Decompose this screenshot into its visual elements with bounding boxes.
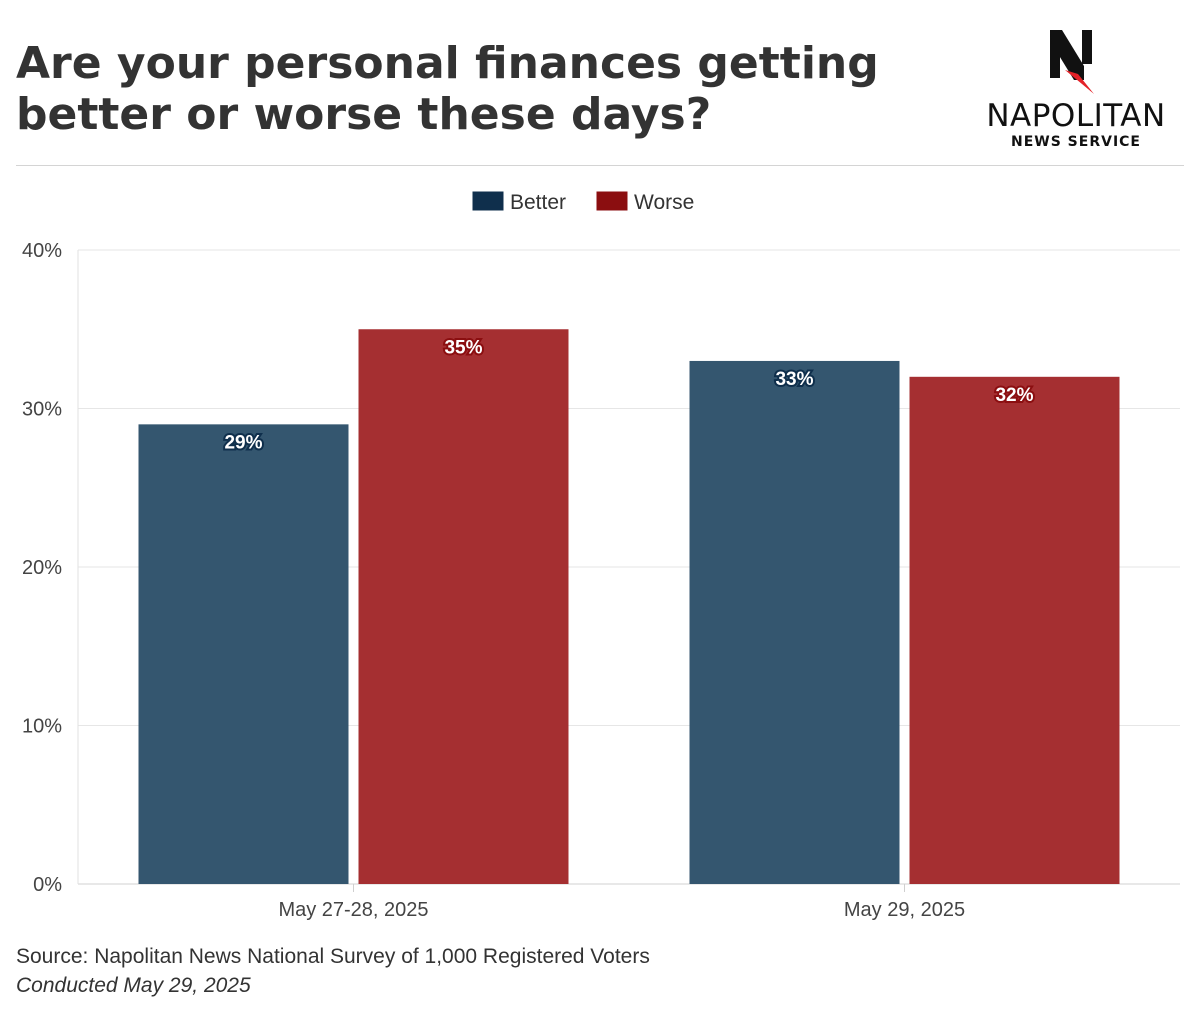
logo-mark-icon xyxy=(1050,30,1094,94)
legend-label-better: Better xyxy=(510,191,566,214)
title-divider xyxy=(16,165,1184,166)
y-tick-label: 20% xyxy=(22,557,62,579)
bar-better xyxy=(689,360,900,884)
data-label: 33% xyxy=(775,369,813,390)
data-label: 32% xyxy=(995,385,1033,406)
conducted-note: Conducted May 29, 2025 xyxy=(16,974,251,997)
chart-title: Are your personal finances getting bette… xyxy=(16,38,879,140)
bar-worse xyxy=(909,376,1120,884)
y-tick-label: 30% xyxy=(22,399,62,421)
legend-swatch-worse xyxy=(595,190,629,212)
bar-worse xyxy=(358,329,569,884)
bar-chart: 0% 10% 20% 30% 40% Better Worse 29% 35% May 27-28… xyxy=(22,190,1180,921)
x-tick-label: May 29, 2025 xyxy=(844,899,965,921)
x-tick-label: May 27-28, 2025 xyxy=(278,899,428,921)
y-tick-label: 40% xyxy=(22,240,62,262)
logo-wordmark: NAPOLITAN xyxy=(986,98,1166,134)
legend-swatch-better xyxy=(471,190,505,212)
data-label: 29% xyxy=(224,432,262,453)
source-note: Source: Napolitan News National Survey o… xyxy=(16,945,650,968)
bar-better xyxy=(138,424,349,884)
legend-label-worse: Worse xyxy=(634,191,694,214)
logo-subtitle: NEWS SERVICE xyxy=(1011,134,1141,150)
napolitan-logo: NAPOLITAN NEWS SERVICE xyxy=(970,24,1182,154)
y-tick-label: 10% xyxy=(22,716,62,738)
y-tick-label: 0% xyxy=(33,874,62,896)
data-label: 35% xyxy=(444,337,482,358)
